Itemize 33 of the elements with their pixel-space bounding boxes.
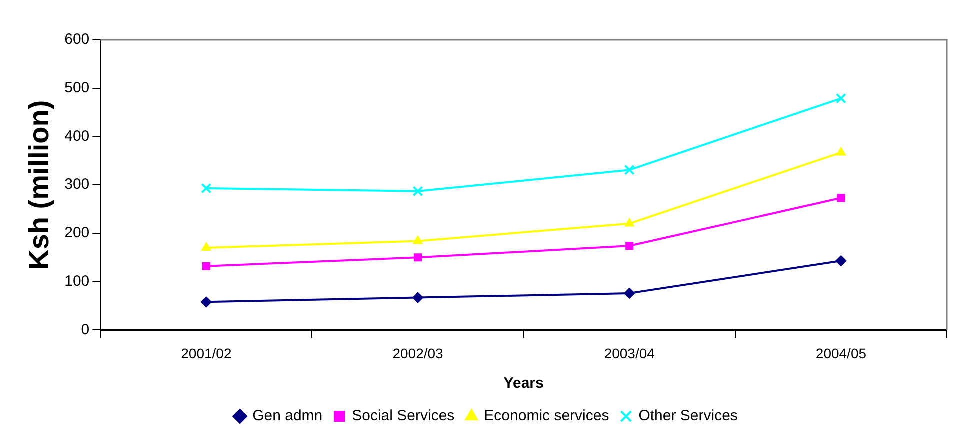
- point: [413, 236, 423, 244]
- x-tick-label: 2002/03: [392, 345, 444, 362]
- x-tick-label: 2004/05: [816, 345, 867, 362]
- point: [624, 218, 634, 227]
- point: [202, 262, 210, 270]
- y-tick-label: 200: [64, 224, 90, 242]
- point: [624, 288, 636, 299]
- y-tick-label: 600: [64, 31, 90, 48]
- x-tick-label: 2003/04: [604, 345, 656, 362]
- y-tick-label: 300: [64, 176, 90, 194]
- point: [200, 296, 212, 308]
- y-tick-label: 0: [81, 321, 90, 338]
- point: [836, 256, 847, 267]
- point: [836, 93, 846, 104]
- point: [836, 147, 846, 156]
- x-tick-label: 2001/02: [181, 345, 232, 362]
- x-axis-title: Years: [504, 375, 544, 392]
- y-axis-title: Ksh (million): [24, 100, 55, 270]
- point: [837, 194, 846, 202]
- y-tick-label: 500: [64, 80, 90, 97]
- legend-label: Other Services: [638, 408, 738, 425]
- point: [412, 292, 424, 304]
- legend-label: Gen admn: [252, 408, 323, 425]
- point: [626, 242, 634, 250]
- legend-label: Social Services: [352, 408, 455, 425]
- point: [624, 164, 635, 176]
- point: [414, 254, 422, 262]
- legend-label: Economic services: [484, 408, 610, 425]
- point: [202, 242, 212, 251]
- point: [201, 183, 212, 194]
- y-tick-label: 100: [64, 272, 90, 290]
- y-tick-label: 400: [64, 128, 90, 145]
- point: [412, 186, 424, 197]
